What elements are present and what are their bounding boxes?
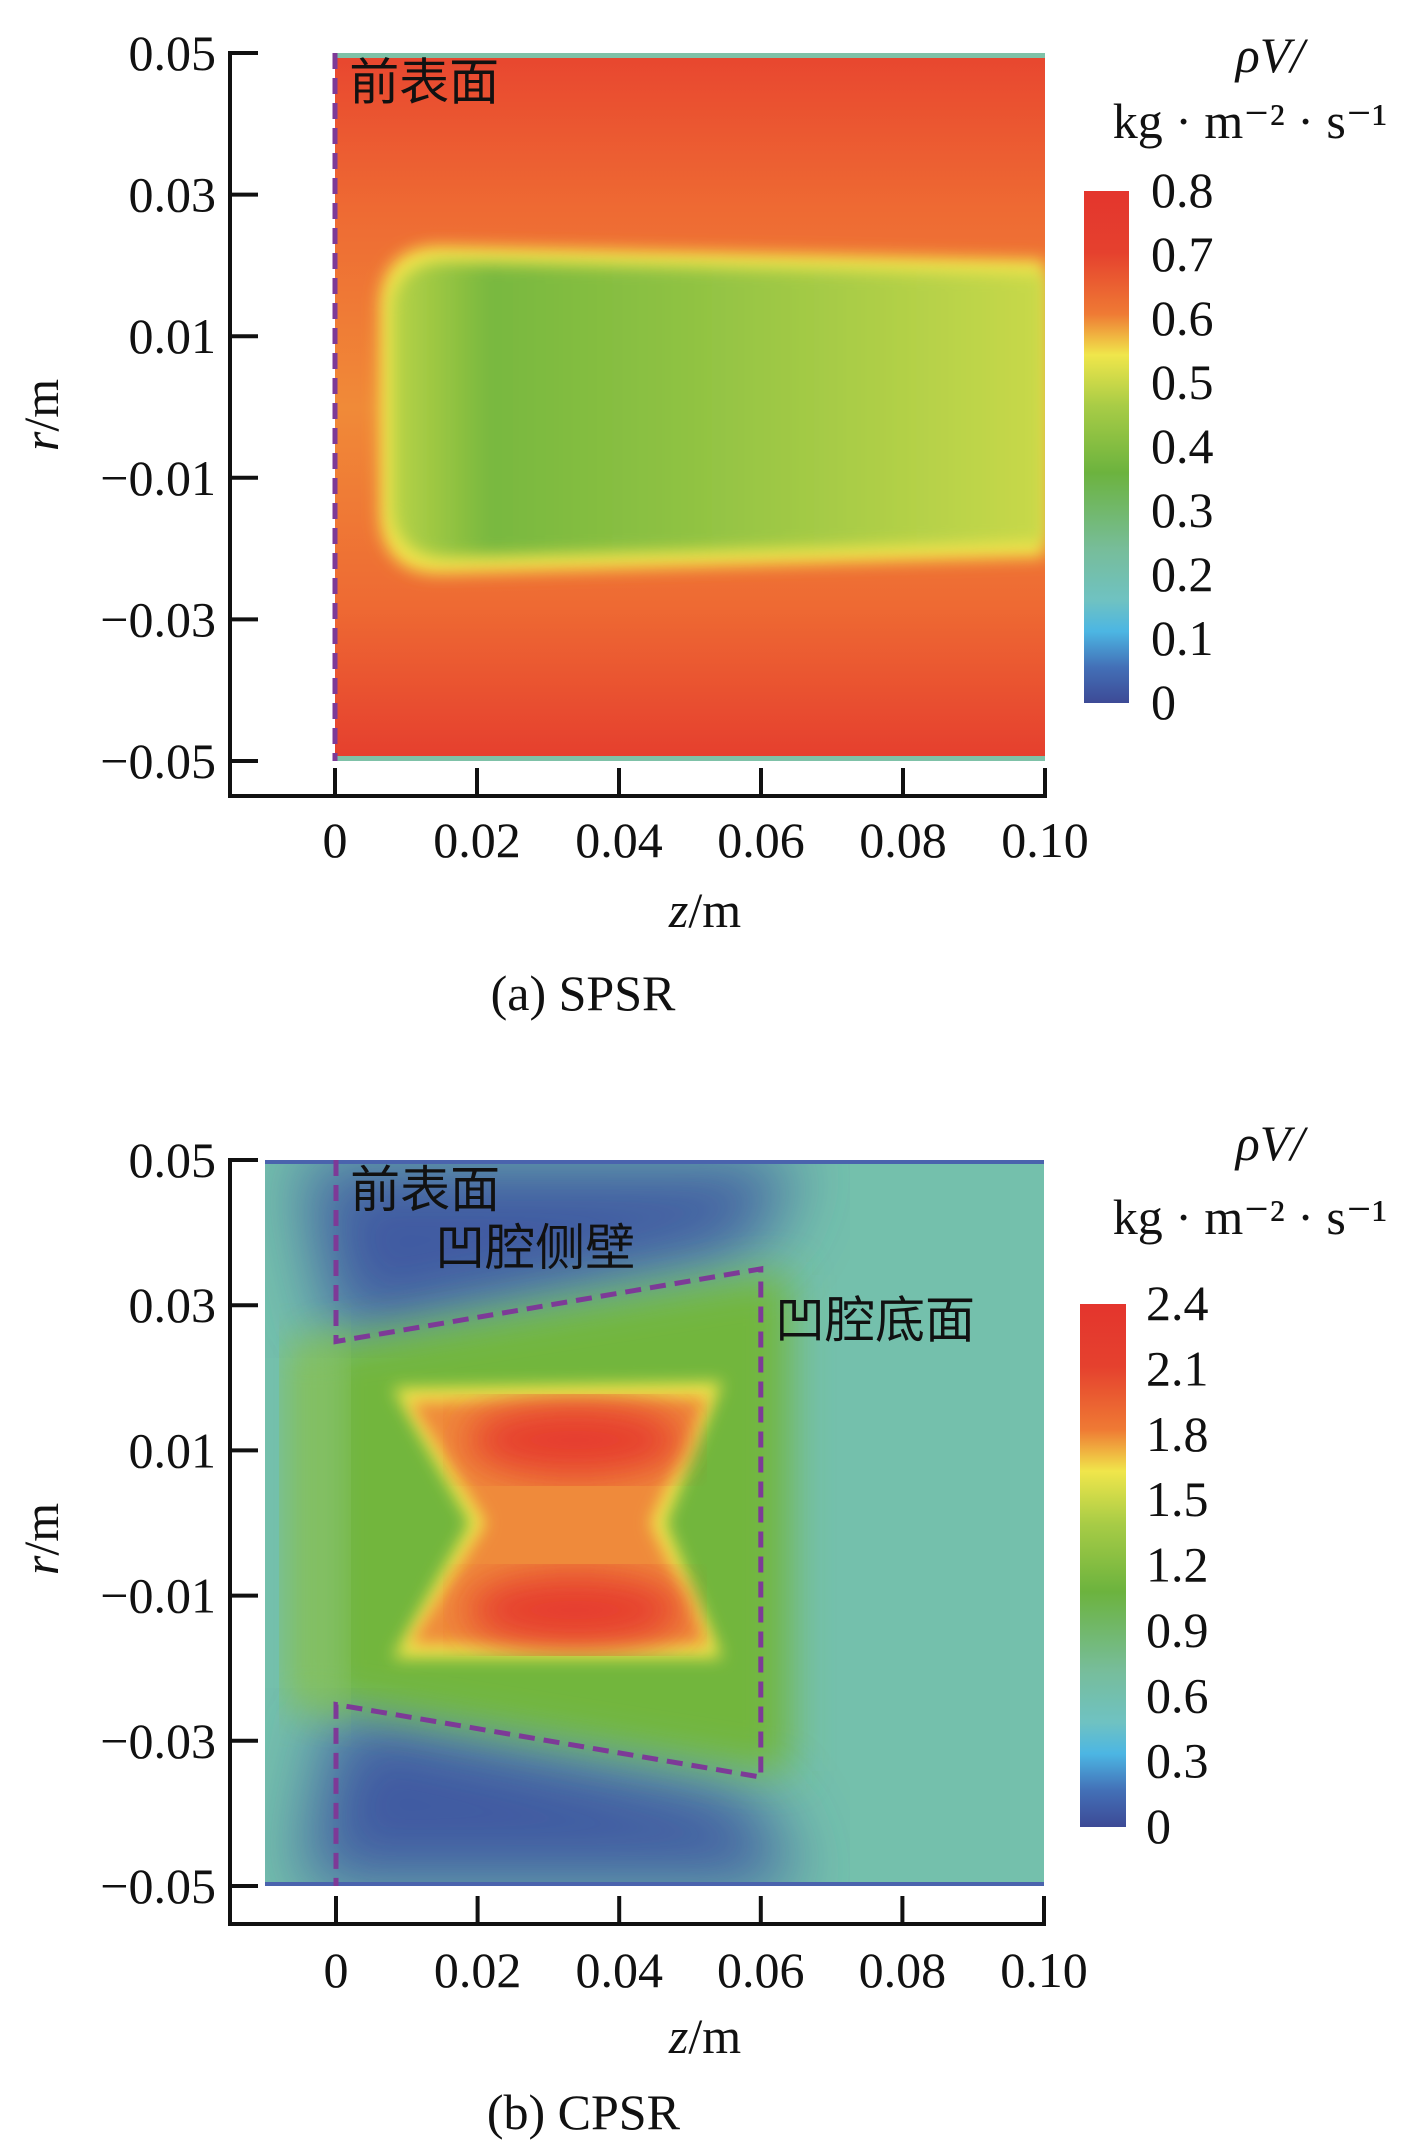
y-axis-label-a: r/m bbox=[13, 379, 69, 451]
y-tick-label-a: 0.03 bbox=[129, 167, 217, 223]
x-tick-label-b: 0.10 bbox=[1000, 1942, 1088, 1998]
colorbar-unit-a: kg · m⁻² · s⁻¹ bbox=[1113, 93, 1387, 149]
y-tick-label-a: −0.01 bbox=[100, 450, 216, 506]
x-tick-label-a: 0 bbox=[323, 812, 348, 868]
y-tick-label-b: −0.03 bbox=[100, 1713, 216, 1769]
x-axis-unit: /m bbox=[688, 882, 741, 938]
annotation-a: 前表面 bbox=[349, 54, 499, 110]
y-axis-unit: /m bbox=[13, 379, 69, 432]
colorbar-tick-label-a: 0 bbox=[1151, 674, 1176, 730]
x-axis-label-a: z/m bbox=[668, 882, 741, 938]
heatmap-b bbox=[265, 1160, 1044, 1886]
x-tick-label-a: 0.02 bbox=[433, 812, 521, 868]
colorbar-tick-label-a: 0.4 bbox=[1151, 418, 1214, 474]
x-tick-label-a: 0.06 bbox=[717, 812, 805, 868]
y-tick-label-a: 0.05 bbox=[129, 25, 217, 81]
colorbar-tick-label-a: 0.8 bbox=[1151, 162, 1214, 218]
y-tick-label-b: −0.01 bbox=[100, 1568, 216, 1624]
colorbar-a bbox=[1084, 191, 1129, 703]
colorbar-tick-label-b: 1.8 bbox=[1146, 1406, 1209, 1462]
colorbar-tick-label-a: 0.5 bbox=[1151, 354, 1214, 410]
x-tick-label-b: 0 bbox=[324, 1942, 349, 1998]
x-axis-var: z bbox=[668, 882, 688, 938]
x-tick-label-b: 0.04 bbox=[575, 1942, 663, 1998]
x-tick-label-b: 0.08 bbox=[859, 1942, 947, 1998]
x-tick-label-b: 0.06 bbox=[717, 1942, 805, 1998]
y-axis-unit: /m bbox=[13, 1503, 69, 1556]
annotation-b: 凹腔侧壁 bbox=[435, 1220, 635, 1276]
y-tick-label-b: 0.01 bbox=[129, 1422, 217, 1478]
colorbar-unit-b: kg · m⁻² · s⁻¹ bbox=[1113, 1189, 1387, 1245]
y-tick-label-b: 0.03 bbox=[129, 1277, 217, 1333]
colorbar-tick-label-b: 0.9 bbox=[1146, 1602, 1209, 1658]
y-tick-label-a: −0.05 bbox=[100, 733, 216, 789]
annotation-b: 前表面 bbox=[350, 1162, 500, 1218]
surface-outline-b bbox=[333, 1160, 764, 1886]
colorbar-tick-label-b: 0.3 bbox=[1146, 1733, 1209, 1789]
x-tick-label-a: 0.04 bbox=[575, 812, 663, 868]
colorbar-tick-label-a: 0.6 bbox=[1151, 290, 1214, 346]
heatmap-a bbox=[335, 53, 1045, 761]
x-axis-unit: /m bbox=[688, 2008, 741, 2064]
y-axis-var: r bbox=[13, 1555, 69, 1575]
x-tick-label-a: 0.10 bbox=[1001, 812, 1089, 868]
y-axis-var: r bbox=[13, 431, 69, 451]
x-tick-label-a: 0.08 bbox=[859, 812, 947, 868]
colorbar-b bbox=[1080, 1304, 1126, 1827]
y-axis-label-b: r/m bbox=[13, 1503, 69, 1575]
colorbar-tick-label-a: 0.1 bbox=[1151, 610, 1214, 666]
colorbar-tick-label-a: 0.3 bbox=[1151, 482, 1214, 538]
colorbar-title-b: ρV/ bbox=[1234, 1115, 1309, 1171]
y-tick-label-b: −0.05 bbox=[100, 1858, 216, 1914]
caption-b: (b) CPSR bbox=[487, 2084, 681, 2140]
x-tick-label-b: 0.02 bbox=[434, 1942, 522, 1998]
annotation-b: 凹腔底面 bbox=[775, 1293, 975, 1349]
x-axis-var: z bbox=[668, 2008, 688, 2064]
colorbar-tick-label-b: 2.1 bbox=[1146, 1340, 1209, 1396]
colorbar-tick-label-b: 1.2 bbox=[1146, 1537, 1209, 1593]
colorbar-tick-label-b: 2.4 bbox=[1146, 1275, 1209, 1331]
y-tick-label-b: 0.05 bbox=[129, 1132, 217, 1188]
colorbar-tick-label-b: 1.5 bbox=[1146, 1471, 1209, 1527]
colorbar-tick-label-a: 0.2 bbox=[1151, 546, 1214, 602]
colorbar-tick-label-b: 0.6 bbox=[1146, 1667, 1209, 1723]
x-axis-label-b: z/m bbox=[668, 2008, 741, 2064]
caption-a: (a) SPSR bbox=[491, 965, 676, 1021]
colorbar-tick-label-b: 0 bbox=[1146, 1798, 1171, 1854]
y-tick-label-a: −0.03 bbox=[100, 591, 216, 647]
y-tick-label-a: 0.01 bbox=[129, 308, 217, 364]
colorbar-title-a: ρV/ bbox=[1234, 27, 1309, 83]
colorbar-tick-label-a: 0.7 bbox=[1151, 226, 1214, 282]
